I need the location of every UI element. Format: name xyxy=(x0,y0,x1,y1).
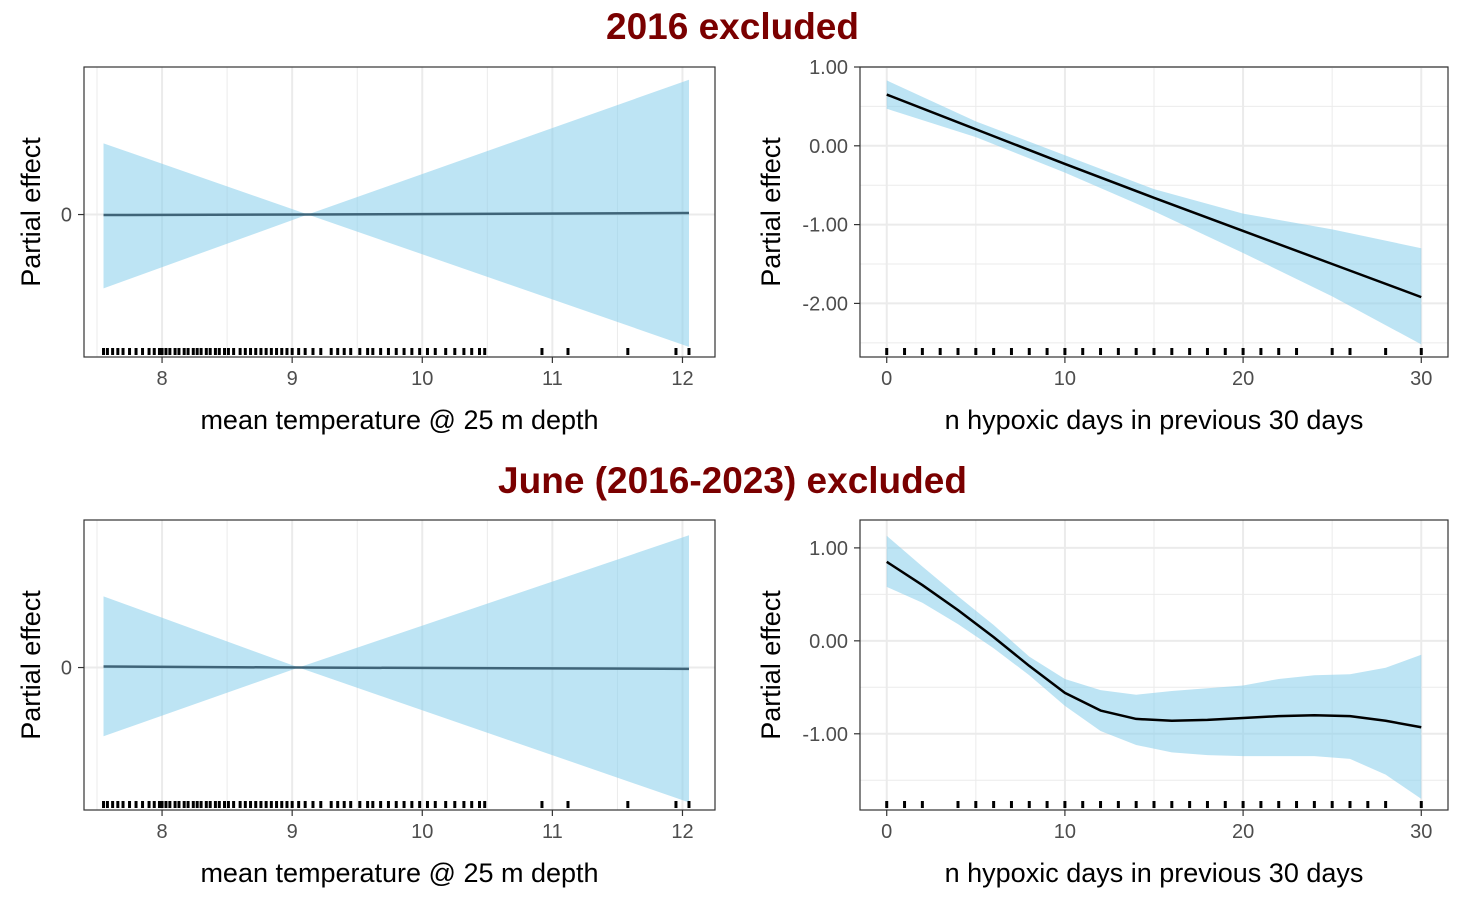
temperature-effect-plot: 8 9 10 11 12 0 mean temperature @ 25 m depth Pa… xyxy=(16,66,716,435)
x-tick-label: 0 xyxy=(881,821,892,843)
rug-marks xyxy=(102,801,691,808)
x-tick-label: 8 xyxy=(156,368,167,390)
temperature-effect-plot: 8 9 10 11 12 0 mean temperature @ 25 m depth Pa… xyxy=(16,519,716,888)
x-tick-label: 11 xyxy=(542,368,563,390)
x-tick-label: 8 xyxy=(156,821,167,843)
rug-marks xyxy=(885,348,1423,355)
x-tick-label: 12 xyxy=(671,368,693,390)
plot-frame xyxy=(859,519,1449,811)
plot-frame xyxy=(83,66,716,358)
x-tick-label: 9 xyxy=(287,368,298,390)
x-tick-label: 10 xyxy=(411,368,433,390)
y-tick-label: 0 xyxy=(61,658,72,680)
y-tick-label: -2.00 xyxy=(802,293,848,315)
x-tick-label: 10 xyxy=(1054,821,1076,843)
y-tick-label: 0 xyxy=(61,205,72,227)
x-tick-label: 11 xyxy=(542,821,563,843)
y-tick-label: 0.00 xyxy=(809,631,848,653)
temperature-effect-panel-june-excluded: 8 9 10 11 12 0 mean temperature @ 25 m depth Pa… xyxy=(16,519,716,888)
hypoxia-effect-panel-2016-excluded: 0 10 20 30 1.00 0.00 -1.00 -2.00 n hypoxic days … xyxy=(735,0,1465,450)
partial-effect-line xyxy=(886,560,1422,729)
temperature-effect-panel-2016-excluded: 8 9 10 11 12 0 mean temperature @ 25 m depth Pa… xyxy=(0,0,735,450)
partial-effect-line xyxy=(103,665,689,671)
y-tick-label: 1.00 xyxy=(809,538,848,560)
x-tick-label: 10 xyxy=(411,821,433,843)
rug-marks xyxy=(102,348,691,355)
y-tick-label: 0.00 xyxy=(809,136,848,158)
hypoxia-effect-panel-june-excluded: 0 10 20 30 1.00 0.00 -1.00 n hypoxic days in pr… xyxy=(735,0,1465,905)
x-tick-label: 9 xyxy=(287,821,298,843)
plot-frame xyxy=(83,519,716,811)
minor-gridlines xyxy=(860,520,1448,810)
y-tick-label: -1.00 xyxy=(802,215,848,237)
y-axis-title: Partial effect xyxy=(756,590,786,740)
plot-frame xyxy=(859,66,1449,358)
rug-marks xyxy=(885,801,1423,808)
x-axis-title: mean temperature @ 25 m depth xyxy=(200,405,598,435)
x-axis-title: n hypoxic days in previous 30 days xyxy=(945,405,1364,435)
hypoxia-effect-plot: 0 10 20 30 1.00 0.00 -1.00 n hypoxic days in pr… xyxy=(756,519,1449,888)
hypoxia-effect-plot: 0 10 20 30 1.00 0.00 -1.00 -2.00 n hypoxic days … xyxy=(756,57,1449,435)
section-title-2016-excluded: 2016 excluded xyxy=(606,6,859,47)
x-tick-label: 0 xyxy=(881,368,892,390)
y-tick-label: -1.00 xyxy=(802,724,848,746)
partial-effect-line xyxy=(103,211,689,217)
x-tick-label: 10 xyxy=(1054,368,1076,390)
x-tick-label: 30 xyxy=(1410,821,1432,843)
x-axis-title: mean temperature @ 25 m depth xyxy=(200,858,598,888)
section-title-june-excluded: June (2016-2023) excluded xyxy=(498,460,967,501)
x-tick-label: 12 xyxy=(671,821,693,843)
x-tick-label: 30 xyxy=(1410,368,1432,390)
x-axis-title: n hypoxic days in previous 30 days xyxy=(945,858,1364,888)
y-axis-title: Partial effect xyxy=(16,137,46,287)
y-axis-title: Partial effect xyxy=(16,590,46,740)
x-tick-label: 20 xyxy=(1232,368,1254,390)
partial-effect-line xyxy=(886,93,1422,299)
x-tick-label: 20 xyxy=(1232,821,1254,843)
y-tick-label: 1.00 xyxy=(809,57,848,79)
confidence-band xyxy=(886,535,1422,799)
y-axis-title: Partial effect xyxy=(756,137,786,287)
